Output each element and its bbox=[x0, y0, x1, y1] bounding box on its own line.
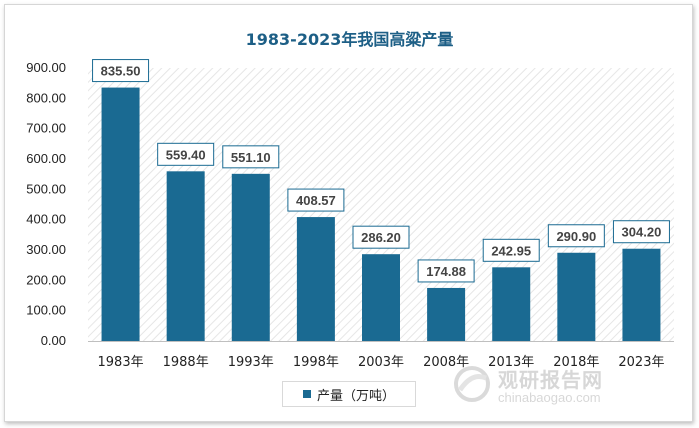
data-labels: 835.50 559.40 551.10 408.57 286.20 174.88 242.… bbox=[92, 59, 670, 283]
x-tick-label: 2013年 bbox=[488, 355, 534, 370]
bar bbox=[166, 171, 205, 341]
bar bbox=[296, 217, 335, 341]
data-label: 174.88 bbox=[426, 264, 466, 279]
x-tick-label: 1998年 bbox=[293, 355, 339, 370]
bars bbox=[101, 87, 661, 341]
bar bbox=[492, 267, 531, 341]
data-label: 304.20 bbox=[622, 225, 662, 240]
data-label-box bbox=[482, 238, 540, 262]
bar bbox=[622, 248, 661, 341]
chart-title: 1983-2023年我国高粱产量 bbox=[245, 30, 454, 49]
y-tick-label: 700.00 bbox=[26, 121, 66, 136]
data-label: 242.95 bbox=[491, 243, 531, 258]
y-tick-label: 900.00 bbox=[26, 60, 66, 75]
data-label-box bbox=[352, 225, 410, 249]
data-label: 286.20 bbox=[361, 230, 401, 245]
data-label: 835.50 bbox=[101, 64, 141, 79]
x-tick-label: 2008年 bbox=[423, 355, 469, 370]
y-tick-label: 800.00 bbox=[26, 90, 66, 105]
y-tick-label: 500.00 bbox=[26, 181, 66, 196]
legend: 产量（万吨） bbox=[282, 381, 416, 407]
x-tick-label: 1983年 bbox=[98, 355, 144, 370]
x-axis: 1983年 1988年 1993年 1998年 2003年 2008年 2013年 2018年… bbox=[88, 341, 674, 370]
bar bbox=[101, 87, 140, 341]
data-label-box bbox=[157, 142, 215, 166]
bar bbox=[427, 287, 466, 341]
y-tick-label: 100.00 bbox=[26, 303, 66, 318]
y-tick-label: 200.00 bbox=[26, 272, 66, 287]
data-label-box bbox=[612, 220, 670, 244]
bar bbox=[231, 173, 270, 341]
y-tick-label: 0.00 bbox=[41, 333, 66, 348]
y-tick-label: 400.00 bbox=[26, 212, 66, 227]
data-label-box bbox=[287, 188, 345, 212]
data-label-box bbox=[547, 224, 605, 248]
x-tick-label: 1988年 bbox=[163, 355, 209, 370]
data-label: 559.40 bbox=[166, 147, 206, 162]
data-label: 551.10 bbox=[231, 150, 271, 165]
legend-swatch bbox=[302, 390, 311, 398]
data-label: 408.57 bbox=[296, 193, 336, 208]
data-label-box bbox=[222, 145, 280, 169]
x-tick-label: 1993年 bbox=[228, 355, 274, 370]
x-tick-label: 2023年 bbox=[618, 355, 664, 370]
y-tick-label: 300.00 bbox=[26, 242, 66, 257]
data-label-box bbox=[92, 59, 150, 83]
x-tick-label: 2018年 bbox=[553, 355, 599, 370]
bar bbox=[362, 254, 400, 341]
y-tick-label: 600.00 bbox=[26, 151, 66, 166]
y-axis: 0.00 100.00 200.00 300.00 400.00 500.00 600.00… bbox=[26, 60, 66, 348]
legend-label: 产量（万吨） bbox=[316, 388, 395, 404]
x-tick-label: 2003年 bbox=[358, 355, 404, 370]
bar bbox=[557, 252, 596, 341]
data-label-box bbox=[417, 259, 475, 283]
data-label: 290.90 bbox=[556, 229, 596, 244]
